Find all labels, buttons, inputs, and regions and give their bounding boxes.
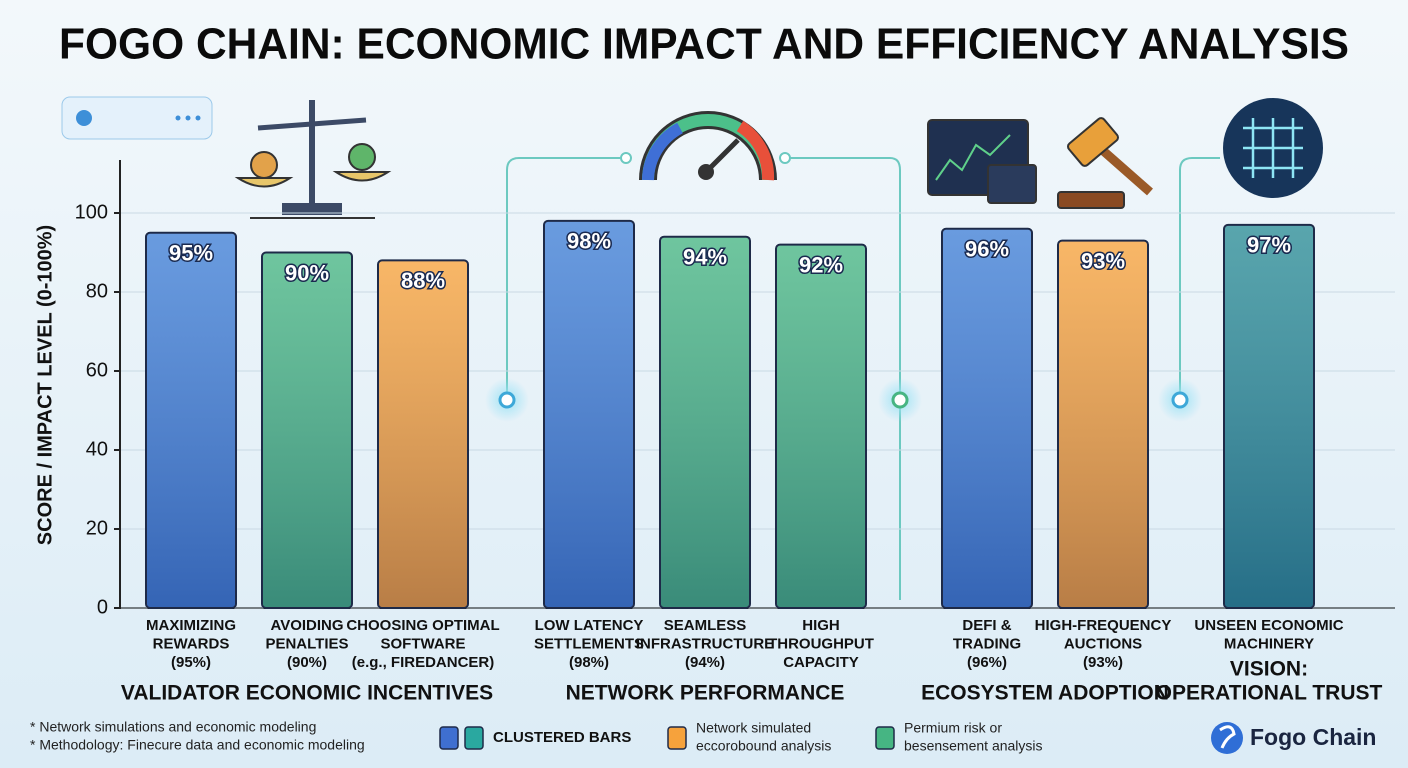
y-tick-label: 80 (86, 280, 108, 302)
x-tick-label: (93%) (1083, 654, 1123, 671)
x-tick-label: (96%) (967, 654, 1007, 671)
brand-name: Fogo Chain (1250, 724, 1376, 750)
y-tick-label: 20 (86, 517, 108, 539)
group-label: VISION: (1230, 658, 1308, 681)
x-tick-label: SOFTWARE (381, 635, 466, 652)
y-tick-label: 60 (86, 359, 108, 381)
legend-label: eccorobound analysis (696, 738, 831, 754)
legend-swatch (875, 726, 895, 750)
x-tick-label: DEFI & (962, 617, 1011, 634)
x-tick-label: PENALTIES (265, 635, 348, 652)
bar-shade (263, 253, 351, 607)
x-tick-label: SEAMLESS (664, 617, 747, 634)
x-tick-label: (95%) (171, 654, 211, 671)
value-label: 95% (169, 241, 213, 266)
value-label: 98% (567, 229, 611, 254)
group-label: ECOSYSTEM ADOPTION (921, 682, 1169, 705)
x-tick-label: INFRASTRUCTURE (636, 635, 774, 652)
legend-swatch (439, 726, 459, 750)
footnote: * Network simulations and economic model… (30, 719, 316, 735)
y-tick-label: 100 (75, 201, 108, 223)
x-tick-label: CHOOSING OPTIMAL (346, 617, 499, 634)
y-axis-label: SCORE / IMPACT LEVEL (0-100%) (34, 225, 56, 545)
legend-swatch (667, 726, 687, 750)
x-tick-label: (90%) (287, 654, 327, 671)
x-tick-label: TRADING (953, 635, 1021, 652)
bar-shade (1225, 225, 1313, 607)
value-label: 94% (683, 245, 727, 270)
value-label: 88% (401, 268, 445, 293)
bar-shade (147, 233, 235, 607)
chart-title: FOGO CHAIN: ECONOMIC IMPACT AND EFFICIEN… (59, 20, 1349, 69)
x-tick-label: MACHINERY (1224, 635, 1314, 652)
x-tick-label: REWARDS (153, 635, 230, 652)
legend-label: Permium risk or (904, 720, 1002, 736)
x-tick-label: MAXIMIZING (146, 617, 236, 634)
value-label: 96% (965, 237, 1009, 262)
bar-shade (1059, 241, 1147, 607)
bar-shade (777, 245, 865, 607)
legend-label: besensement analysis (904, 738, 1043, 754)
x-tick-label: (98%) (569, 654, 609, 671)
brand-logo-mark (1219, 725, 1236, 749)
value-label: 97% (1247, 233, 1291, 258)
x-tick-label: (94%) (685, 654, 725, 671)
legend-label: CLUSTERED BARS (493, 729, 631, 746)
legend-label: Network simulated (696, 720, 811, 736)
value-label: 93% (1081, 248, 1125, 273)
bar-shade (661, 237, 749, 607)
footnote: * Methodology: Finecure data and economi… (30, 737, 365, 753)
x-tick-label: HIGH-FREQUENCY (1035, 617, 1172, 634)
x-tick-label: HIGH (802, 617, 840, 634)
group-label: NETWORK PERFORMANCE (566, 682, 845, 705)
group-label: VALIDATOR ECONOMIC INCENTIVES (121, 682, 493, 705)
legend-swatch (464, 726, 484, 750)
x-tick-label: UNSEEN ECONOMIC (1194, 617, 1343, 634)
x-tick-label: SETTLEMENTS (534, 635, 644, 652)
value-label: 92% (799, 252, 843, 277)
group-label: OPERATIONAL TRUST (1156, 682, 1383, 705)
bar-shade (545, 221, 633, 607)
bar-shade (379, 261, 467, 607)
x-tick-label: THROUGHPUT (768, 635, 874, 652)
y-tick-label: 0 (97, 596, 108, 618)
x-tick-label: (e.g., FIREDANCER) (352, 654, 495, 671)
y-tick-label: 40 (86, 438, 108, 460)
x-tick-label: AVOIDING (270, 617, 343, 634)
x-tick-label: LOW LATENCY (535, 617, 644, 634)
x-tick-label: AUCTIONS (1064, 635, 1142, 652)
x-tick-label: CAPACITY (783, 654, 859, 671)
value-label: 90% (285, 260, 329, 285)
bar-shade (943, 229, 1031, 608)
